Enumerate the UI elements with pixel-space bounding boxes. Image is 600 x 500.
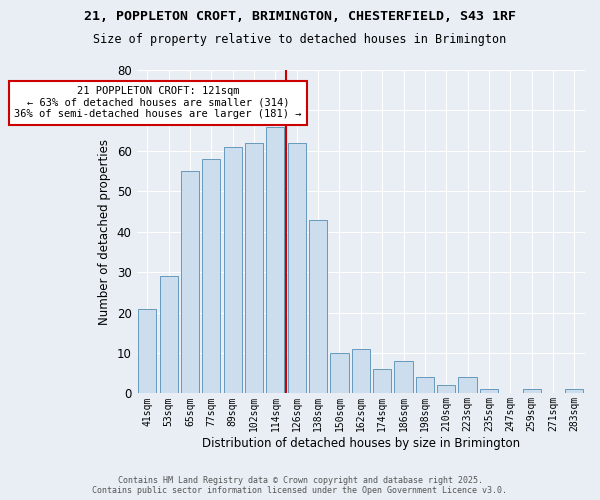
Bar [373, 369, 391, 394]
Bar [437, 386, 455, 394]
Bar [565, 390, 583, 394]
Bar [309, 220, 327, 394]
Bar [352, 349, 370, 394]
Bar [224, 147, 242, 394]
Bar [480, 390, 498, 394]
Bar [458, 377, 476, 394]
Text: Contains HM Land Registry data © Crown copyright and database right 2025.
Contai: Contains HM Land Registry data © Crown c… [92, 476, 508, 495]
Bar [138, 308, 157, 394]
Y-axis label: Number of detached properties: Number of detached properties [98, 138, 112, 324]
Bar [416, 377, 434, 394]
Bar [202, 159, 220, 394]
Text: Size of property relative to detached houses in Brimington: Size of property relative to detached ho… [94, 32, 506, 46]
Bar [287, 143, 306, 394]
Text: 21, POPPLETON CROFT, BRIMINGTON, CHESTERFIELD, S43 1RF: 21, POPPLETON CROFT, BRIMINGTON, CHESTER… [84, 10, 516, 23]
Bar [160, 276, 178, 394]
Bar [394, 361, 413, 394]
Bar [266, 126, 284, 394]
X-axis label: Distribution of detached houses by size in Brimington: Distribution of detached houses by size … [202, 437, 520, 450]
Text: 21 POPPLETON CROFT: 121sqm
← 63% of detached houses are smaller (314)
36% of sem: 21 POPPLETON CROFT: 121sqm ← 63% of deta… [14, 86, 302, 120]
Bar [245, 143, 263, 394]
Bar [523, 390, 541, 394]
Bar [331, 353, 349, 394]
Bar [181, 171, 199, 394]
